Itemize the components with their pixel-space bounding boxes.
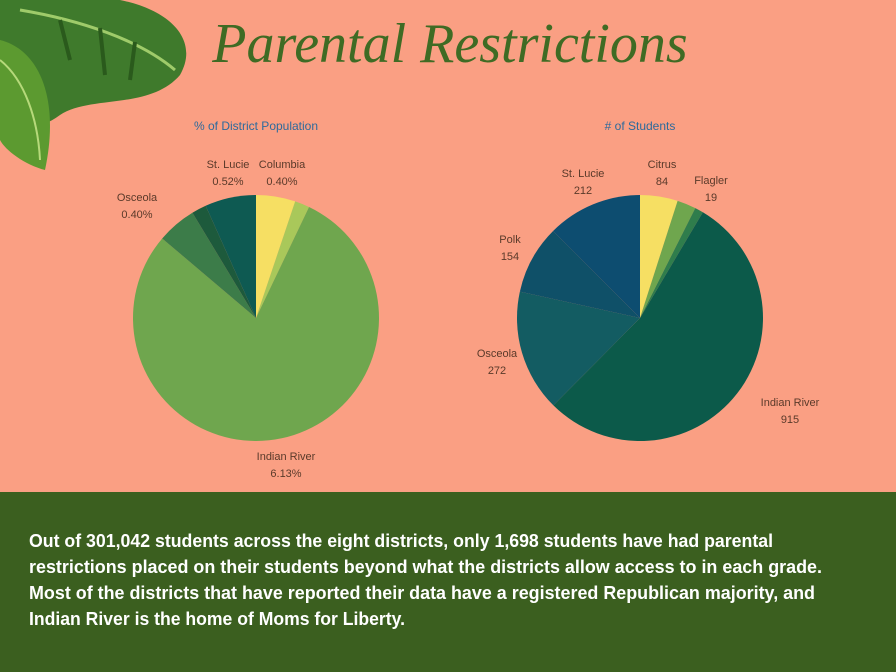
pie-slice (516, 291, 640, 406)
slice-label: Indian River (257, 451, 316, 463)
slice-value-label: 272 (488, 365, 506, 377)
footer-line: Out of 301,042 students across the eight… (29, 531, 773, 551)
slice-value-label: 0.40% (121, 209, 152, 221)
footer-text: Out of 301,042 students across the eight… (29, 531, 822, 629)
pie-slice (553, 212, 763, 442)
pie-slice (553, 195, 640, 318)
page-title: Parental Restrictions (211, 13, 687, 75)
slice-value-label: 19 (705, 192, 717, 204)
footer-band (0, 492, 896, 672)
pie-slice (256, 195, 296, 318)
pie-slice (162, 212, 256, 318)
leaf-decoration (0, 0, 187, 170)
slice-label: St. Lucie (207, 159, 250, 171)
pie-slice (640, 208, 703, 318)
slice-value-label: 84 (656, 176, 668, 188)
pie-slice (205, 195, 256, 318)
slice-label: Citrus (648, 159, 677, 171)
slice-value-label: 212 (574, 185, 592, 197)
pie-slice (640, 195, 678, 318)
footer-line: restrictions placed on their students be… (29, 557, 822, 577)
pie-slice (519, 230, 640, 318)
chart-title: # of Students (605, 119, 676, 133)
slice-value-label: 154 (501, 251, 519, 263)
slice-value-label: 0.40% (266, 176, 297, 188)
pie-slice (256, 201, 310, 318)
charts: % of District Population Columbia 0.40% Ind… (117, 119, 820, 480)
slice-label: Indian River (761, 397, 820, 409)
slice-label: Flagler (694, 175, 728, 187)
slice-value-label: 0.52% (212, 176, 243, 188)
slice-label: St. Lucie (562, 168, 605, 180)
footer-line: Most of the districts that have reported… (29, 583, 815, 603)
pie-slice (640, 200, 696, 318)
pie-slice (192, 205, 256, 318)
footer-line: Indian River is the home of Moms for Lib… (29, 609, 405, 629)
slice-label: Polk (499, 234, 521, 246)
pie-slice (132, 207, 379, 441)
slice-value-label: 915 (781, 414, 799, 426)
chart-title: % of District Population (194, 119, 318, 133)
slice-label: Columbia (259, 159, 306, 171)
slice-label: Osceola (477, 348, 518, 360)
slice-label: Osceola (117, 192, 158, 204)
slice-value-label: 6.13% (270, 468, 301, 480)
